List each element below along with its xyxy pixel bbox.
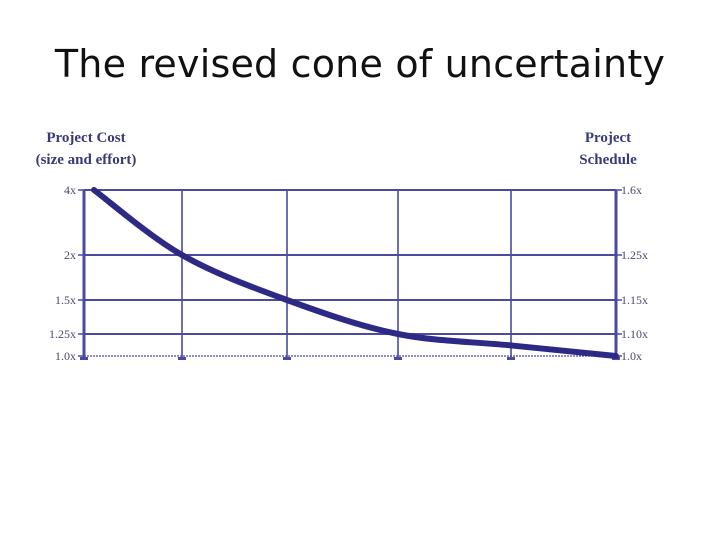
left-tick-label: 1.5x [55, 293, 76, 307]
left-axis-title: (size and effort) [36, 152, 137, 168]
left-tick-label: 4x [64, 183, 76, 197]
grid-lines [78, 189, 622, 360]
x-tick-mark [283, 357, 291, 360]
axis-titles: Project Cost (size and effort) Project Sche… [36, 130, 637, 168]
slide-title: The revised cone of uncertainty [54, 42, 666, 86]
right-tick-label: 1.25x [621, 248, 648, 262]
x-tick-mark [80, 357, 88, 360]
right-tick-label: 1.6x [621, 183, 642, 197]
x-tick-mark [178, 357, 186, 360]
right-tick-label: 1.10x [621, 327, 648, 341]
right-tick-label: 1.0x [621, 349, 642, 363]
left-tick-label: 2x [64, 248, 76, 262]
tick-labels: 4x 2x 1.5x 1.25x 1.0x 1.6x 1.25x 1.15x 1.10x 1.0x [49, 183, 648, 363]
left-axis-title: Project Cost [46, 130, 125, 146]
right-tick-label: 1.15x [621, 293, 648, 307]
cost-curve [91, 187, 619, 359]
x-tick-mark [507, 357, 515, 360]
right-axis-title: Schedule [579, 152, 637, 168]
left-tick-label: 1.25x [49, 327, 76, 341]
series [91, 187, 619, 359]
left-tick-label: 1.0x [55, 349, 76, 363]
right-axis-title: Project [585, 130, 631, 146]
x-tick-mark [394, 357, 402, 360]
